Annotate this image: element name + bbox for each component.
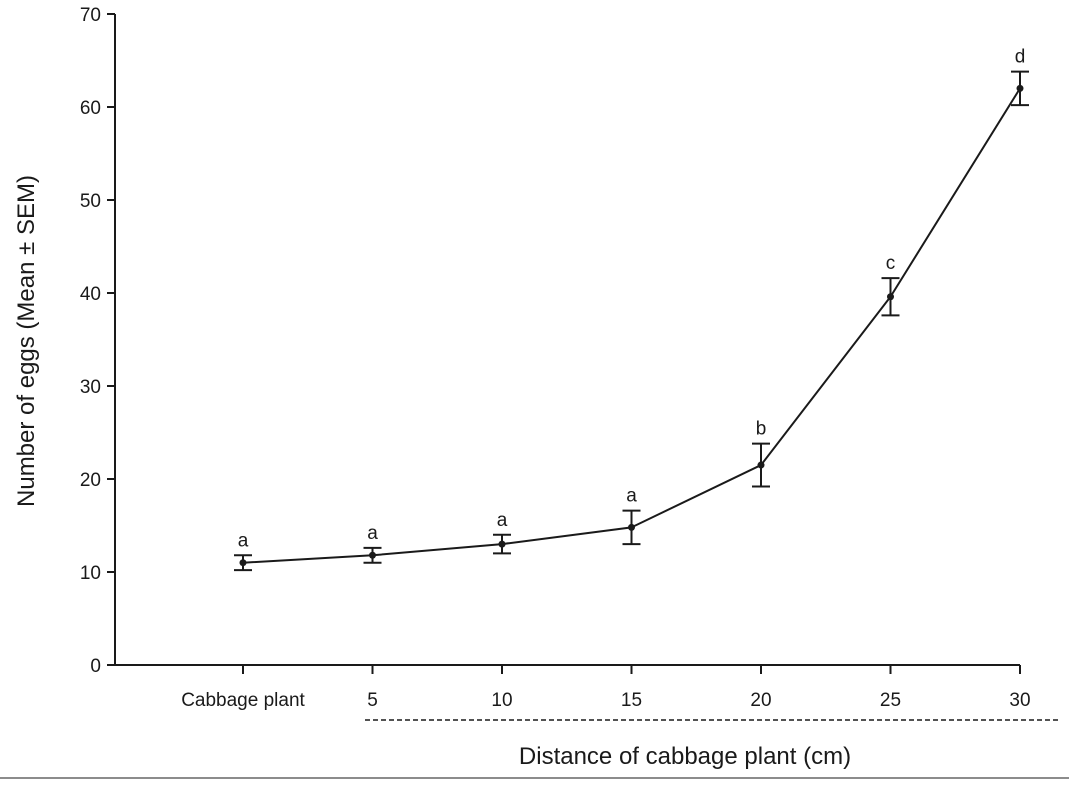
data-point (757, 461, 765, 469)
y-axis-title: Number of eggs (Mean ± SEM) (13, 175, 40, 507)
significance-label: d (1015, 47, 1026, 68)
significance-label: a (626, 486, 637, 507)
ticks: 0 10 20 30 40 50 60 70 Cabbage plant 5 10 15 20 25 30 (80, 5, 1031, 711)
data-point (887, 293, 894, 301)
y-tick-label: 10 (80, 563, 101, 584)
y-tick-label: 20 (80, 470, 101, 491)
x-tick-label: 25 (880, 690, 901, 711)
y-tick-label: 70 (80, 5, 101, 26)
data-point (1016, 84, 1024, 92)
x-tick-label: 30 (1009, 690, 1030, 711)
x-tick-label: 5 (367, 690, 378, 711)
data-point (369, 551, 376, 559)
data-point (239, 559, 247, 567)
x-tick-label: 15 (621, 690, 642, 711)
y-tick-label: 60 (80, 98, 101, 119)
x-axis-title: Distance of cabbage plant (cm) (519, 743, 851, 770)
axes (0, 14, 1069, 779)
significance-label: b (756, 419, 767, 440)
y-tick-label: 0 (90, 656, 101, 677)
data-point (628, 523, 635, 531)
data-point (498, 540, 506, 548)
y-tick-label: 30 (80, 377, 101, 398)
data-series: a a a a b c d (234, 47, 1029, 572)
y-tick-label: 40 (80, 284, 101, 305)
x-tick-label: 20 (750, 690, 771, 711)
significance-label: a (367, 523, 378, 544)
x-tick-label: 10 (491, 690, 512, 711)
significance-label: c (886, 253, 896, 274)
significance-label: a (497, 510, 508, 531)
significance-label: a (238, 530, 249, 551)
x-tick-label: Cabbage plant (181, 690, 305, 711)
y-tick-label: 50 (80, 191, 101, 212)
